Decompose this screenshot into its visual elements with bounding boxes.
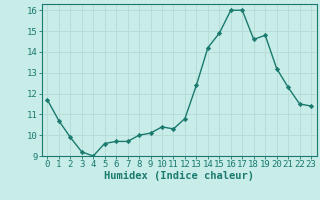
X-axis label: Humidex (Indice chaleur): Humidex (Indice chaleur) bbox=[104, 171, 254, 181]
